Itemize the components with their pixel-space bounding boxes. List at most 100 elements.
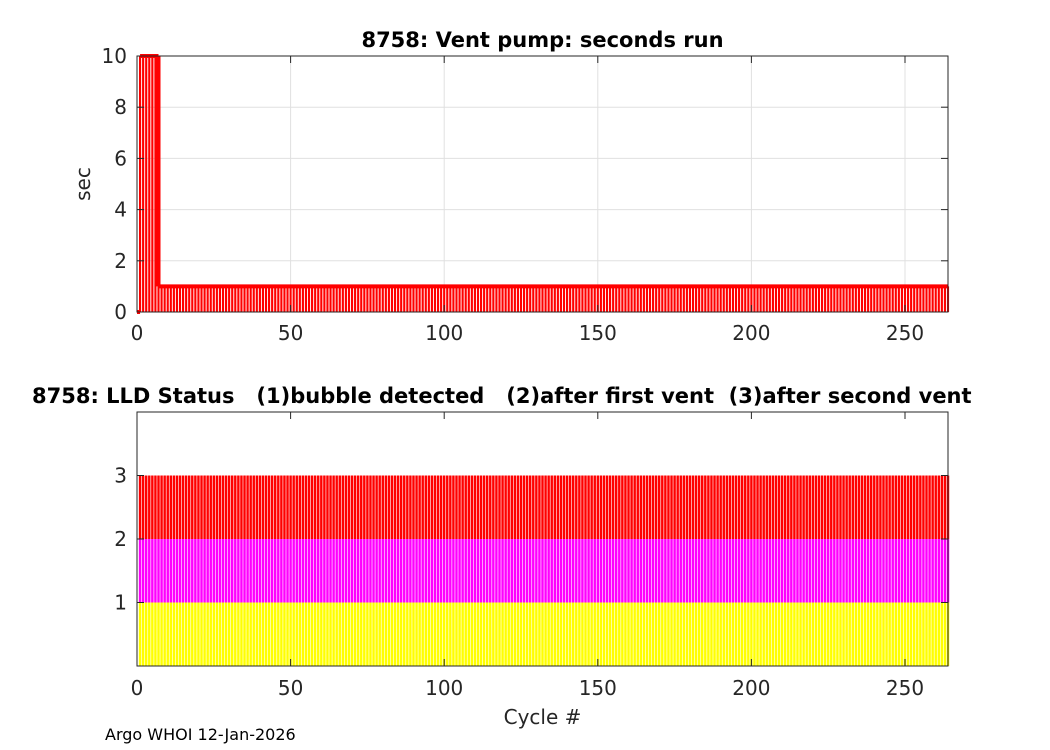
bar [857, 539, 861, 603]
bar [538, 602, 541, 666]
bar [528, 539, 532, 603]
bar [430, 602, 434, 666]
bar [701, 602, 704, 666]
bar [906, 602, 910, 666]
bar [172, 286, 175, 312]
bar [393, 475, 397, 539]
bar [793, 286, 796, 312]
bar [673, 539, 676, 603]
bar [206, 539, 209, 603]
bar [418, 475, 421, 539]
bar [568, 475, 572, 539]
bar [565, 475, 569, 539]
bar [688, 475, 692, 539]
bar [200, 539, 203, 603]
grid [136, 55, 948, 313]
bar [753, 286, 756, 312]
bar [876, 539, 879, 603]
bar [888, 475, 891, 539]
bar [498, 602, 501, 666]
bar [366, 286, 369, 312]
bar [621, 539, 624, 603]
bar [562, 539, 566, 603]
bar [802, 475, 805, 539]
bar [464, 602, 467, 666]
bar [246, 475, 249, 539]
bar [599, 286, 602, 312]
bar [658, 475, 661, 539]
bar [338, 602, 341, 666]
bar [237, 602, 240, 666]
bar [676, 539, 679, 603]
bar [329, 539, 332, 603]
bar [353, 539, 357, 603]
bar [790, 539, 793, 603]
bar [710, 286, 713, 312]
bar [215, 539, 219, 603]
bar [774, 475, 778, 539]
bar [839, 539, 842, 603]
bar [636, 286, 639, 312]
bar [750, 602, 753, 666]
bar [753, 602, 756, 666]
bar [885, 475, 888, 539]
bar [581, 475, 584, 539]
bar [344, 602, 348, 666]
bar [707, 475, 710, 539]
bar [894, 539, 898, 603]
bar [627, 286, 630, 312]
bar [725, 286, 728, 312]
bar [581, 539, 584, 603]
bar [218, 475, 222, 539]
series-1 [138, 602, 950, 666]
bar [741, 286, 744, 312]
bar [218, 602, 222, 666]
ticks: 0 50 100 150 200 250 1 2 3 [114, 412, 948, 700]
bar [504, 286, 507, 312]
bar [624, 475, 627, 539]
bar [630, 475, 633, 539]
bar [191, 602, 194, 666]
bar [283, 602, 286, 666]
bar [320, 602, 323, 666]
bar [658, 602, 661, 666]
bar [833, 286, 836, 312]
bar [876, 602, 879, 666]
bar [200, 475, 203, 539]
bar [473, 602, 477, 666]
bar [571, 539, 575, 603]
bar [725, 539, 729, 603]
bar [482, 475, 486, 539]
bar [559, 475, 563, 539]
bar [618, 475, 621, 539]
bar [467, 286, 470, 312]
bar [568, 602, 572, 666]
bar [814, 475, 818, 539]
bar [614, 602, 618, 666]
bar [900, 286, 903, 312]
bar [673, 475, 676, 539]
bar [750, 286, 753, 312]
bar [596, 475, 600, 539]
bar [206, 602, 209, 666]
bar [621, 475, 624, 539]
bar [658, 539, 661, 603]
bar [599, 475, 603, 539]
lld-status-chart: 0 50 100 150 200 250 1 2 3 8758: LLD Status (1)b… [32, 384, 972, 729]
bar [212, 286, 215, 312]
bar [667, 286, 670, 312]
bar [903, 539, 907, 603]
bar [424, 602, 427, 666]
bar [768, 602, 772, 666]
bar [516, 539, 520, 603]
bar [740, 539, 744, 603]
bar [191, 539, 194, 603]
bar [421, 539, 424, 603]
bar [344, 475, 348, 539]
bar [154, 602, 157, 666]
bar [642, 475, 646, 539]
bar [397, 286, 400, 312]
bar [897, 602, 901, 666]
bar [498, 539, 501, 603]
bar [851, 286, 854, 312]
